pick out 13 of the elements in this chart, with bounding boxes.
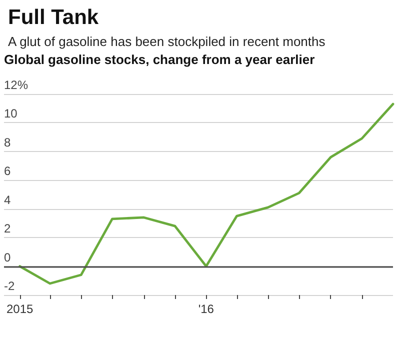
y-tick-label: 4	[4, 192, 11, 207]
y-tick-label: 10	[4, 106, 18, 121]
y-tick-label: 12%	[4, 78, 28, 92]
y-tick-label: 2	[4, 222, 11, 236]
y-tick-label: 8	[4, 135, 11, 150]
y-tick-label: 6	[4, 164, 11, 178]
chart-subtitle: A glut of gasoline has been stockpiled in recent months	[8, 34, 326, 49]
x-tick-label: 2015	[6, 302, 34, 316]
y-axis-title: Global gasoline stocks, change from a year earlier	[4, 52, 315, 67]
y-tick-label: 0	[4, 250, 11, 264]
chart-title: Full Tank	[8, 6, 99, 29]
x-tick-label: '16	[198, 302, 214, 316]
y-tick-label: -2	[4, 279, 15, 293]
